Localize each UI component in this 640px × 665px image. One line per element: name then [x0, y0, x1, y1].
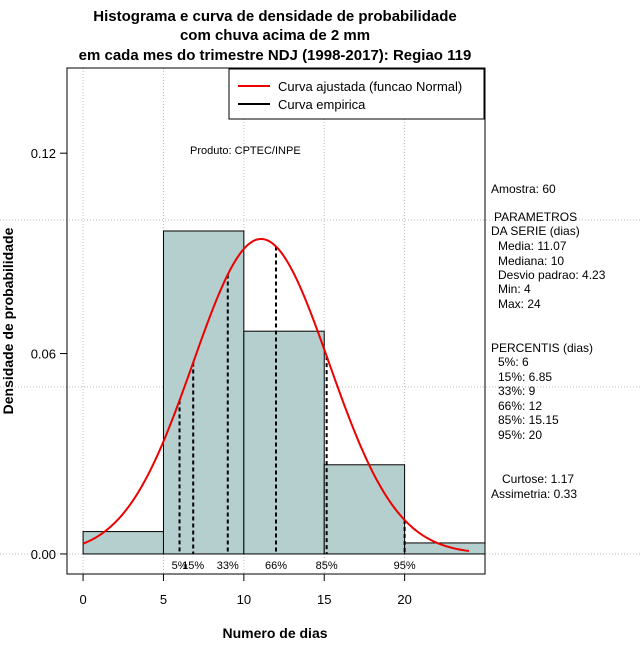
legend: Curva ajustada (funcao Normal) Curva emp… [228, 68, 485, 120]
bars-layer [82, 230, 486, 555]
x-tick-label: 15 [317, 592, 331, 607]
stat-stddev: Desvio padrao: 4.23 [498, 268, 606, 282]
stat-kurtosis: Curtose: 1.17 [502, 472, 574, 486]
x-axis-label: Numero de dias [222, 625, 327, 641]
x-tick-label: 20 [397, 592, 411, 607]
stat-skewness: Assimetria: 0.33 [491, 487, 577, 501]
legend-label-normal: Curva ajustada (funcao Normal) [278, 79, 462, 94]
x-tick-label: 10 [237, 592, 251, 607]
chart-title-line-2: com chuva acima de 2 mm [180, 27, 370, 44]
y-tick-label: 0.00 [31, 547, 56, 562]
percentile-label: 85% [316, 560, 338, 572]
percentile-lines-layer: 5%15% 33% 66% 85% 95% [172, 246, 416, 572]
legend-box [228, 68, 485, 120]
params-title-2: DA SERIE (dias) [491, 224, 580, 238]
chart-title-line-3: em cada mes do trimestre NDJ (1998-2017)… [79, 47, 472, 64]
y-axis-label: Densidade de probabilidade [0, 227, 16, 414]
histogram-bar [404, 542, 486, 555]
legend-label-empirical: Curva empirica [278, 97, 366, 112]
normal-fit-curve [82, 237, 470, 553]
curve-layer [82, 237, 470, 553]
histogram-bar [162, 230, 245, 555]
percentiles-title: PERCENTIS (dias) [491, 341, 593, 355]
stat-mean: Media: 11.07 [498, 239, 567, 253]
stat-median: Mediana: 10 [498, 254, 564, 268]
percentile-label: 33% [217, 560, 239, 572]
chart-title-line-1: Histograma e curva de densidade de proba… [93, 8, 456, 25]
stat-p85: 85%: 15.15 [498, 413, 559, 427]
plot-frame [66, 67, 486, 575]
x-tick-label: 5 [160, 592, 167, 607]
x-tick-label: 0 [79, 592, 86, 607]
product-annotation: Produto: CPTEC/INPE [190, 145, 301, 157]
statistics-panel: Amostra: 60 PARAMETROS DA SERIE (dias) M… [491, 182, 606, 501]
histogram-bar [323, 464, 406, 555]
stat-p95: 95%: 20 [498, 428, 542, 442]
stat-max: Max: 24 [498, 297, 541, 311]
histogram-bar [82, 531, 164, 555]
stat-p5: 5%: 6 [498, 355, 529, 369]
y-tick-label: 0.06 [31, 347, 56, 362]
percentile-label: 66% [265, 560, 287, 572]
sample-size: Amostra: 60 [491, 182, 556, 196]
axis-layer: 0 5 10 15 20 0.00 0.06 0.12 [31, 146, 412, 607]
y-tick-label: 0.12 [31, 146, 56, 161]
histogram-bar [243, 330, 325, 555]
percentile-label: 95% [394, 560, 416, 572]
percentile-label: 15% [182, 560, 204, 572]
params-title-1: PARAMETROS [494, 210, 577, 224]
stat-p15: 15%: 6.85 [498, 370, 552, 384]
stat-p66: 66%: 12 [498, 399, 542, 413]
stat-p33: 33%: 9 [498, 384, 536, 398]
stat-min: Min: 4 [498, 282, 531, 296]
percentile-label: 5% [172, 560, 188, 572]
